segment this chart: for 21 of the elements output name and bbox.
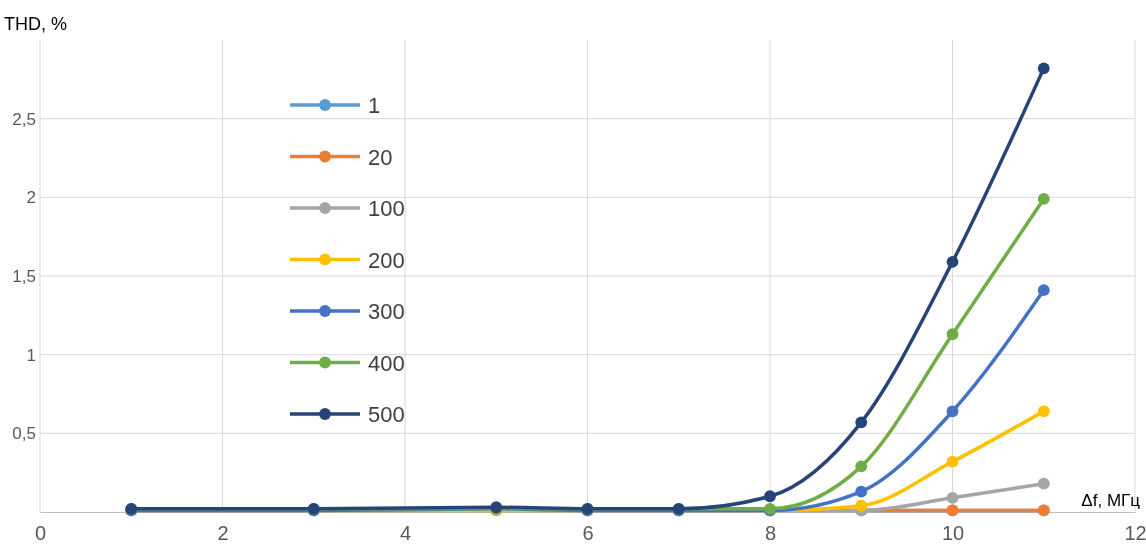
- y-tick-label: 2: [26, 188, 36, 208]
- x-tick-label: 8: [764, 522, 777, 545]
- legend-label: 1: [368, 93, 381, 118]
- x-tick-label: 12: [1124, 522, 1146, 545]
- y-axis-title: THD, %: [4, 14, 67, 34]
- x-tick-label: 0: [34, 522, 47, 545]
- x-axis-title: Δf, МГц: [1081, 491, 1141, 510]
- x-tick-label: 10: [941, 522, 965, 545]
- legend-label: 500: [368, 402, 405, 427]
- legend-label: 200: [368, 247, 405, 273]
- legend-label: 20: [368, 144, 393, 170]
- y-tick-label: 1: [26, 345, 36, 365]
- x-tick-label: 2: [217, 522, 229, 545]
- y-tick-label: 1,5: [12, 266, 36, 286]
- legend-label: 300: [368, 299, 405, 324]
- x-tick-label: 6: [582, 522, 594, 545]
- y-tick-label: 0,5: [12, 424, 36, 444]
- legend-label: 100: [368, 196, 405, 221]
- legend-label: 400: [368, 350, 405, 376]
- x-tick-label: 4: [399, 522, 412, 545]
- y-tick-label: 2,5: [12, 109, 36, 129]
